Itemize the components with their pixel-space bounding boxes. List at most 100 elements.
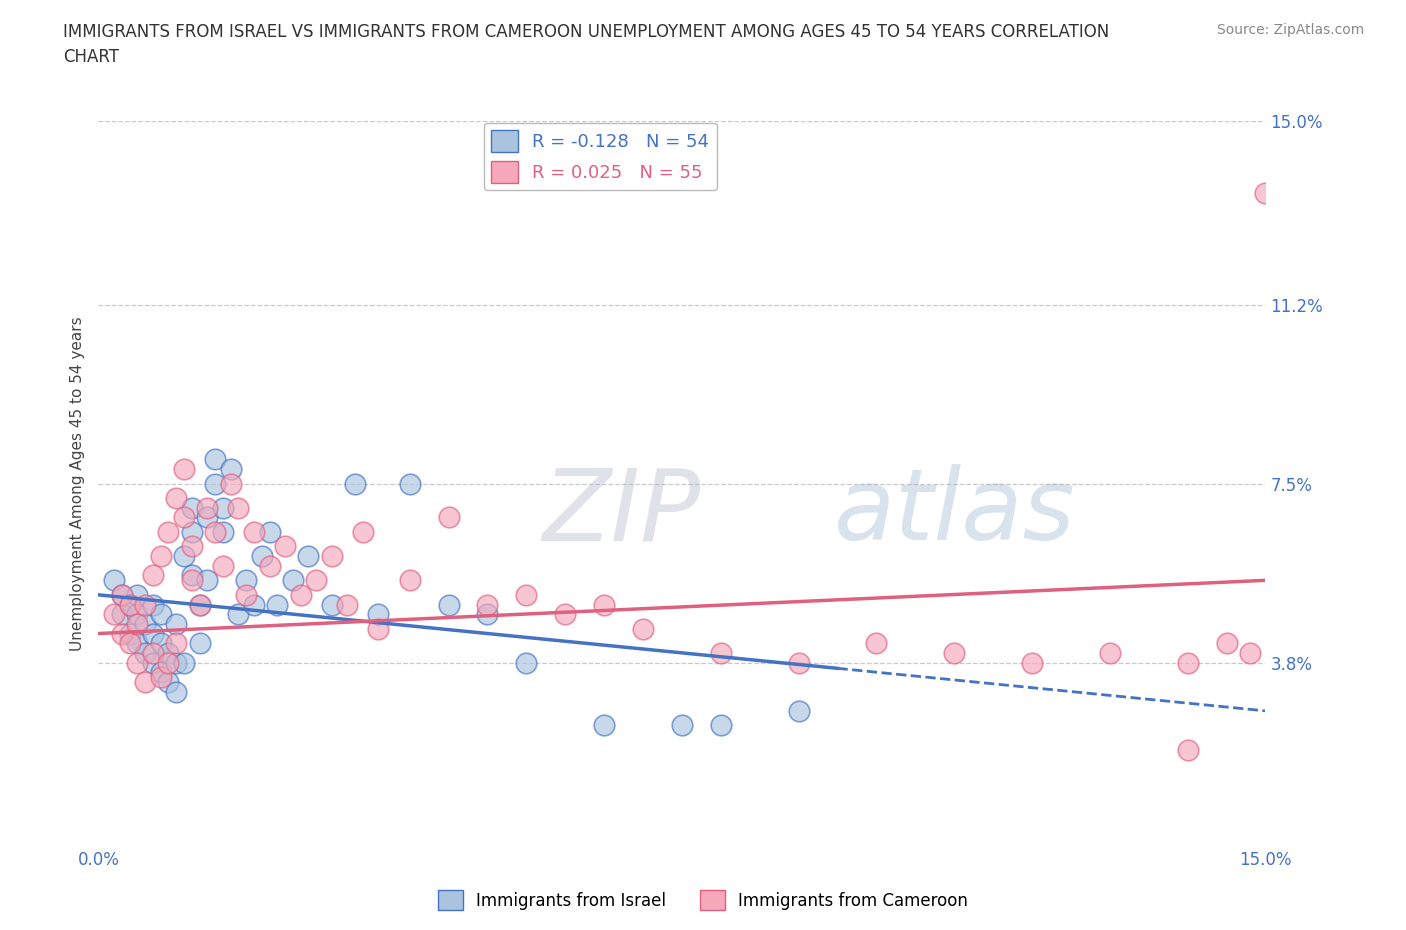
Point	[127, 655, 149, 670]
Point	[367, 621, 389, 636]
Point	[437, 510, 460, 525]
Point	[173, 461, 195, 476]
Point	[157, 525, 180, 539]
Point	[111, 588, 134, 603]
Point	[212, 500, 235, 515]
Point	[118, 636, 141, 651]
Point	[134, 597, 156, 612]
Point	[180, 539, 202, 554]
Point	[134, 674, 156, 689]
Point	[142, 626, 165, 641]
Point	[865, 636, 887, 651]
Point	[195, 500, 218, 515]
Point	[165, 636, 187, 651]
Point	[235, 588, 257, 603]
Point	[165, 684, 187, 699]
Point	[219, 476, 242, 491]
Point	[1177, 655, 1199, 670]
Point	[1098, 645, 1121, 660]
Point	[243, 525, 266, 539]
Point	[1239, 645, 1261, 660]
Point	[142, 597, 165, 612]
Text: Source: ZipAtlas.com: Source: ZipAtlas.com	[1216, 23, 1364, 37]
Point	[305, 573, 328, 588]
Point	[259, 525, 281, 539]
Point	[195, 510, 218, 525]
Point	[165, 491, 187, 506]
Point	[173, 549, 195, 564]
Text: atlas: atlas	[834, 464, 1076, 561]
Point	[228, 500, 250, 515]
Point	[149, 636, 172, 651]
Point	[157, 645, 180, 660]
Point	[111, 588, 134, 603]
Point	[710, 645, 733, 660]
Point	[188, 597, 211, 612]
Point	[631, 621, 654, 636]
Point	[111, 626, 134, 641]
Point	[1021, 655, 1043, 670]
Point	[173, 655, 195, 670]
Legend: Immigrants from Israel, Immigrants from Cameroon: Immigrants from Israel, Immigrants from …	[432, 884, 974, 917]
Point	[157, 655, 180, 670]
Point	[173, 510, 195, 525]
Point	[290, 588, 312, 603]
Point	[477, 606, 499, 621]
Point	[212, 558, 235, 573]
Point	[127, 636, 149, 651]
Point	[127, 617, 149, 631]
Point	[250, 549, 273, 564]
Point	[281, 573, 304, 588]
Point	[554, 606, 576, 621]
Point	[593, 597, 616, 612]
Point	[235, 573, 257, 588]
Point	[149, 606, 172, 621]
Point	[134, 617, 156, 631]
Point	[149, 670, 172, 684]
Point	[1177, 742, 1199, 757]
Point	[180, 500, 202, 515]
Point	[787, 655, 810, 670]
Point	[103, 606, 125, 621]
Point	[1254, 186, 1277, 201]
Point	[204, 452, 226, 467]
Point	[398, 573, 420, 588]
Point	[188, 597, 211, 612]
Point	[103, 573, 125, 588]
Point	[344, 476, 367, 491]
Point	[228, 606, 250, 621]
Point	[352, 525, 374, 539]
Point	[219, 461, 242, 476]
Point	[195, 573, 218, 588]
Point	[118, 626, 141, 641]
Y-axis label: Unemployment Among Ages 45 to 54 years: Unemployment Among Ages 45 to 54 years	[69, 316, 84, 651]
Point	[593, 718, 616, 733]
Point	[297, 549, 319, 564]
Point	[118, 597, 141, 612]
Point	[204, 525, 226, 539]
Point	[398, 476, 420, 491]
Point	[367, 606, 389, 621]
Point	[204, 476, 226, 491]
Point	[336, 597, 359, 612]
Point	[165, 617, 187, 631]
Point	[259, 558, 281, 573]
Point	[118, 597, 141, 612]
Point	[477, 597, 499, 612]
Point	[142, 568, 165, 583]
Point	[142, 655, 165, 670]
Point	[274, 539, 297, 554]
Point	[710, 718, 733, 733]
Point	[127, 606, 149, 621]
Point	[321, 597, 343, 612]
Point	[943, 645, 966, 660]
Text: IMMIGRANTS FROM ISRAEL VS IMMIGRANTS FROM CAMEROON UNEMPLOYMENT AMONG AGES 45 TO: IMMIGRANTS FROM ISRAEL VS IMMIGRANTS FRO…	[63, 23, 1109, 66]
Point	[127, 588, 149, 603]
Text: ZIP: ZIP	[541, 464, 700, 561]
Legend: R = -0.128   N = 54, R = 0.025   N = 55: R = -0.128 N = 54, R = 0.025 N = 55	[484, 123, 717, 191]
Point	[142, 645, 165, 660]
Point	[212, 525, 235, 539]
Point	[188, 636, 211, 651]
Point	[671, 718, 693, 733]
Point	[134, 645, 156, 660]
